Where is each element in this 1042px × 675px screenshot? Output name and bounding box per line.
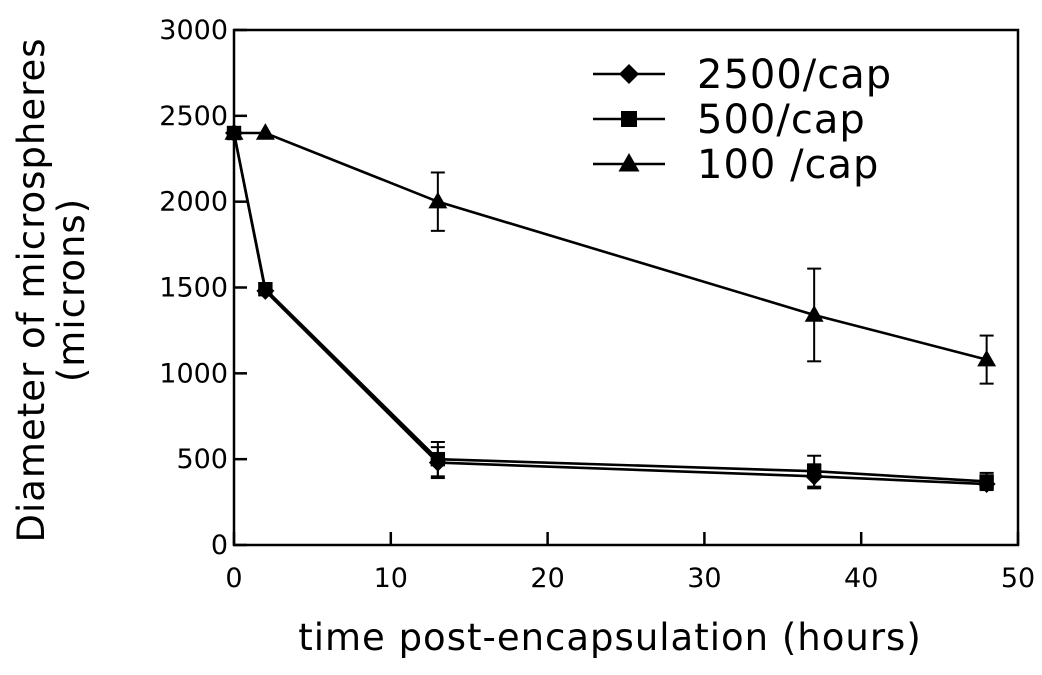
y-tick-label: 500: [176, 444, 228, 475]
y-axis: 0 500 1000 1500 2000 2500 3000: [159, 15, 247, 561]
data-point: [430, 451, 446, 467]
data-point: [806, 463, 822, 479]
x-axis: 0 10 20 30 40 50: [225, 532, 1035, 594]
x-tick-label: 40: [844, 563, 878, 594]
legend-marker: [618, 153, 640, 172]
x-tick-label: 10: [374, 563, 408, 594]
x-tick-label: 30: [687, 563, 721, 594]
legend-entry: 500/cap: [593, 97, 866, 143]
y-tick-label: 2000: [159, 187, 228, 218]
data-point: [224, 123, 244, 140]
series-triangle: [224, 123, 997, 385]
series-diamond: [225, 124, 996, 494]
plot-area-frame: [232, 28, 1020, 547]
legend-label: 2500/cap: [697, 52, 892, 98]
data-point: [977, 349, 997, 367]
legend-entry: 2500/cap: [593, 52, 892, 98]
x-tick-label: 50: [1001, 563, 1035, 594]
legend-entry: 100 /cap: [593, 142, 879, 188]
series-square: [226, 125, 994, 492]
series-layer: [224, 123, 997, 494]
legend-label: 500/cap: [697, 97, 866, 143]
y-axis-title: Diameter of microspheres: [10, 37, 53, 542]
legend-label: 100 /cap: [697, 142, 879, 188]
y-tick-label: 1500: [159, 273, 228, 304]
x-tick-label: 0: [225, 563, 242, 594]
data-point: [428, 191, 448, 209]
x-tick-label: 20: [530, 563, 564, 594]
y-tick-label: 0: [211, 530, 228, 561]
data-point: [804, 305, 824, 322]
y-tick-label: 1000: [159, 358, 228, 389]
y-axis-unit: (microns): [50, 198, 93, 382]
legend-marker: [621, 111, 637, 127]
x-axis-title: time post-encapsulation (hours): [298, 616, 922, 659]
data-point: [979, 474, 994, 489]
y-tick-label: 3000: [159, 15, 228, 46]
legend-marker: [619, 64, 639, 84]
data-point: [255, 123, 275, 140]
y-tick-label: 2500: [159, 101, 228, 132]
data-point: [258, 282, 273, 297]
